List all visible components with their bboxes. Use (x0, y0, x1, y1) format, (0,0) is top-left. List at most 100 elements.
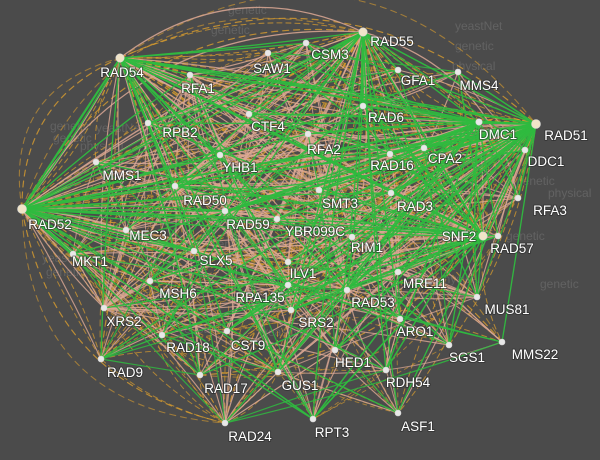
graph-node-asf1[interactable] (394, 409, 402, 417)
graph-edge (119, 57, 450, 346)
graph-node-cst9[interactable] (223, 327, 231, 335)
graph-edge (318, 189, 336, 351)
graph-edge (149, 280, 292, 311)
graph-node-label-sgs1: SGS1 (449, 350, 485, 365)
graph-node-slx5[interactable] (190, 247, 198, 255)
graph-node-rpb2[interactable] (144, 119, 152, 127)
graph-node-rfa3[interactable] (514, 194, 522, 202)
graph-node-gfa1[interactable] (394, 66, 402, 74)
graph-node-label-rpb2: RPB2 (162, 125, 197, 140)
graph-node-rad3[interactable] (387, 189, 395, 197)
graph-edge (21, 57, 121, 210)
graph-node-ctf4[interactable] (245, 110, 253, 118)
graph-node-rad16[interactable] (386, 150, 394, 158)
graph-edge (147, 69, 399, 124)
graph-node-mre11[interactable] (394, 268, 402, 276)
graph-node-rad51[interactable] (531, 119, 541, 129)
graph-node-mms22[interactable] (498, 338, 506, 346)
graph-node-rim1[interactable] (348, 233, 356, 241)
watermark-text: genetic (211, 23, 250, 37)
graph-node-label-rad51: RAD51 (544, 128, 588, 143)
graph-edge (21, 208, 102, 360)
graph-node-label-rad50: RAD50 (183, 193, 227, 208)
graph-node-rad52[interactable] (17, 204, 27, 214)
graph-edge (397, 123, 537, 414)
graph-node-rad24[interactable] (221, 419, 229, 427)
graph-edge (423, 123, 537, 149)
graph-edge (161, 31, 364, 336)
node-layer[interactable] (17, 27, 541, 427)
graph-node-mms4[interactable] (454, 68, 462, 76)
graph-node-rfa2[interactable] (304, 130, 312, 138)
graph-node-dmc1[interactable] (475, 118, 483, 126)
graph-edge (100, 113, 250, 360)
graph-node-gus1[interactable] (274, 368, 282, 376)
graph-node-csm3[interactable] (302, 39, 310, 47)
graph-edge (362, 31, 480, 123)
watermark-text: yeastNet (455, 19, 503, 33)
graph-node-rdh54[interactable] (382, 366, 390, 374)
graph-node-label-rfa3: RFA3 (533, 203, 567, 218)
graph-edge (100, 154, 221, 360)
graph-node-rad59[interactable] (221, 207, 229, 215)
graph-node-mec3[interactable] (122, 226, 130, 234)
graph-edge (119, 57, 401, 320)
graph-node-rpt3[interactable] (309, 415, 317, 423)
graph-edge (478, 121, 484, 237)
graph-edge (21, 208, 314, 420)
graph-node-ilv1[interactable] (284, 258, 292, 266)
graph-node-yhb1[interactable] (216, 151, 224, 159)
graph-edge (21, 208, 226, 424)
graph-node-rad17[interactable] (196, 371, 204, 379)
graph-node-label-slx5: SLX5 (199, 253, 232, 268)
watermark-text: genetic (228, 3, 267, 17)
graph-node-label-xrs2: XRS2 (106, 314, 141, 329)
graph-node-label-rad16: RAD16 (370, 158, 414, 173)
graph-node-mkt1[interactable] (69, 250, 77, 258)
graph-node-smt3[interactable] (315, 186, 323, 194)
graph-edge (224, 192, 392, 212)
graph-node-rad18[interactable] (158, 331, 166, 339)
graph-node-ddc1[interactable] (521, 146, 529, 154)
graph-node-srs2[interactable] (287, 306, 295, 314)
graph-node-rfa1[interactable] (186, 71, 194, 79)
graph-edge (103, 307, 279, 373)
graph-edge (287, 261, 387, 371)
graph-edge (21, 208, 105, 309)
graph-edge (100, 358, 201, 376)
graph-node-rad53[interactable] (343, 286, 351, 294)
graph-edge (346, 123, 537, 291)
graph-node-aro1[interactable] (396, 315, 404, 323)
graph-node-hed1[interactable] (331, 346, 339, 354)
graph-node-sgs1[interactable] (445, 341, 453, 349)
graph-node-mms1[interactable] (92, 158, 100, 166)
graph-node-mus81[interactable] (473, 293, 481, 301)
graph-node-label-snf2: SNF2 (442, 229, 477, 244)
graph-node-rad54[interactable] (115, 53, 125, 63)
graph-node-cpa2[interactable] (420, 144, 428, 152)
graph-node-msh6[interactable] (146, 277, 154, 285)
graph-edge (125, 74, 191, 231)
graph-edge (248, 113, 537, 125)
graph-node-label-ilv1: ILV1 (290, 266, 317, 281)
graph-edge (119, 57, 391, 155)
graph-node-rad55[interactable] (358, 27, 368, 37)
graph-node-rad6[interactable] (359, 102, 367, 110)
graph-node-saw1[interactable] (264, 49, 272, 57)
graph-node-xrs2[interactable] (100, 304, 108, 312)
graph-node-snf2[interactable] (478, 231, 488, 241)
graph-node-rad50[interactable] (171, 182, 179, 190)
graph-edge (478, 121, 519, 199)
graph-edge (119, 0, 537, 125)
graph-node-ybr099c[interactable] (273, 215, 281, 223)
graph-edge (290, 309, 450, 346)
graph-node-rad57[interactable] (494, 232, 502, 240)
graph-node-label-mec3: MEC3 (129, 228, 167, 243)
graph-edge (119, 31, 364, 59)
graph-node-rad9[interactable] (97, 355, 105, 363)
graph-node-rpa135[interactable] (284, 281, 292, 289)
watermark-text: physical (548, 186, 591, 200)
graph-edge (224, 369, 387, 424)
